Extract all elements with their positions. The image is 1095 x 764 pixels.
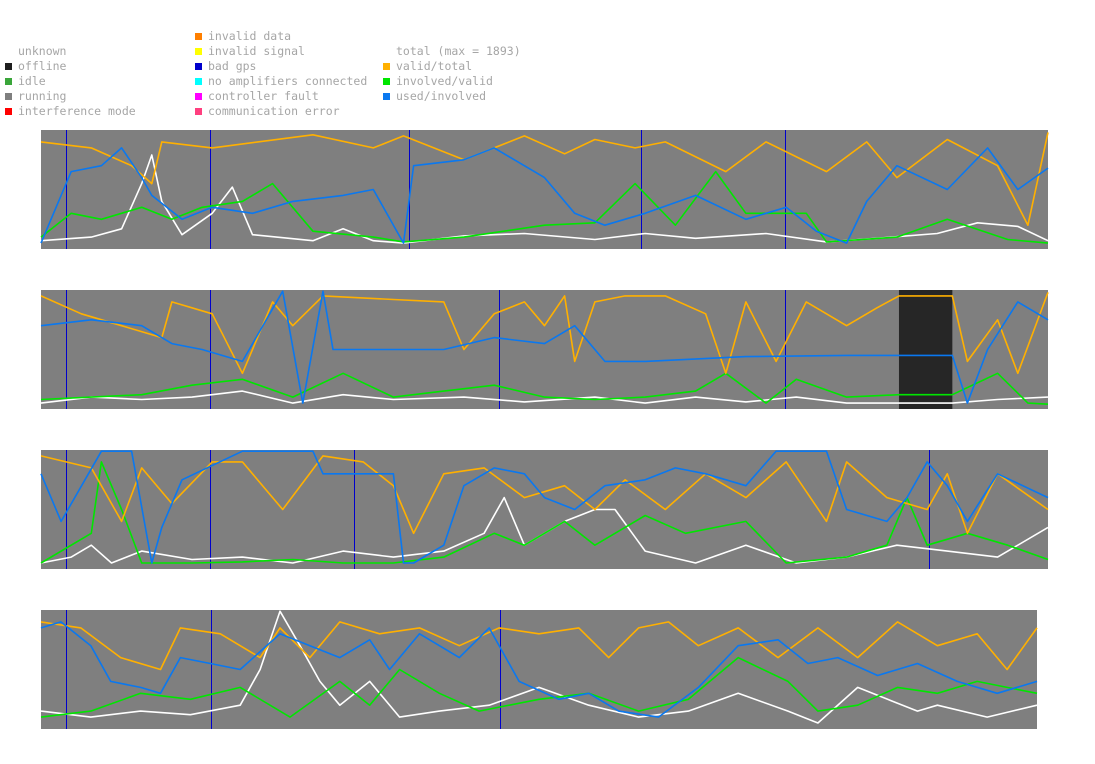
legend-swatch — [383, 93, 390, 100]
panel-background — [41, 290, 1048, 409]
legend-label: idle — [18, 74, 46, 88]
series-line-valid-total — [40, 132, 1049, 226]
legend-swatch — [195, 78, 202, 85]
legend-label: involved/valid — [396, 74, 493, 88]
legend-label: controller fault — [208, 89, 319, 103]
series-line-used-involved — [40, 450, 1049, 564]
legend-swatch — [195, 93, 202, 100]
panel-1 — [40, 130, 1049, 249]
series-line-total — [40, 610, 1038, 724]
panel-background — [41, 610, 1037, 729]
legend-swatch — [195, 48, 202, 55]
legend-label: valid/total — [396, 59, 473, 73]
legend-label: used/involved — [396, 89, 487, 103]
legend-label: invalid data — [208, 29, 292, 43]
legend-label: offline — [18, 59, 67, 73]
series-line-involved-valid — [40, 372, 1049, 405]
series-line-used-involved — [40, 621, 1038, 718]
legend-swatch — [5, 78, 12, 85]
panel-2 — [40, 290, 1049, 409]
legend-swatch — [5, 108, 12, 115]
legend-swatch — [5, 63, 12, 70]
legend-label: interference mode — [18, 104, 136, 118]
series-line-involved-valid — [40, 461, 1049, 564]
series-line-involved-valid — [40, 170, 1049, 244]
legend-swatch — [5, 93, 12, 100]
panel-4 — [40, 610, 1038, 729]
series-line-total — [40, 390, 1049, 404]
series-line-involved-valid — [40, 656, 1038, 718]
series-line-used-involved — [40, 290, 1049, 404]
legend-swatch — [195, 33, 202, 40]
legend-label: invalid signal — [208, 44, 305, 58]
legend-swatch — [383, 63, 390, 70]
legend-swatch — [195, 63, 202, 70]
legend-swatch — [383, 78, 390, 85]
legend-label: communication error — [208, 104, 340, 118]
legend-label: bad gps — [208, 59, 257, 73]
series-line-used-involved — [40, 147, 1049, 244]
legend-swatch — [195, 108, 202, 115]
legend-label: total (max = 1893) — [396, 44, 521, 58]
panel-3 — [40, 450, 1049, 569]
legend-label: unknown — [18, 44, 67, 58]
panel-background — [41, 130, 1048, 249]
legend-label: running — [18, 89, 67, 103]
series-line-valid-total — [40, 621, 1038, 671]
offline-interval — [898, 290, 953, 409]
legend-label: no amplifiers connected — [208, 74, 368, 88]
